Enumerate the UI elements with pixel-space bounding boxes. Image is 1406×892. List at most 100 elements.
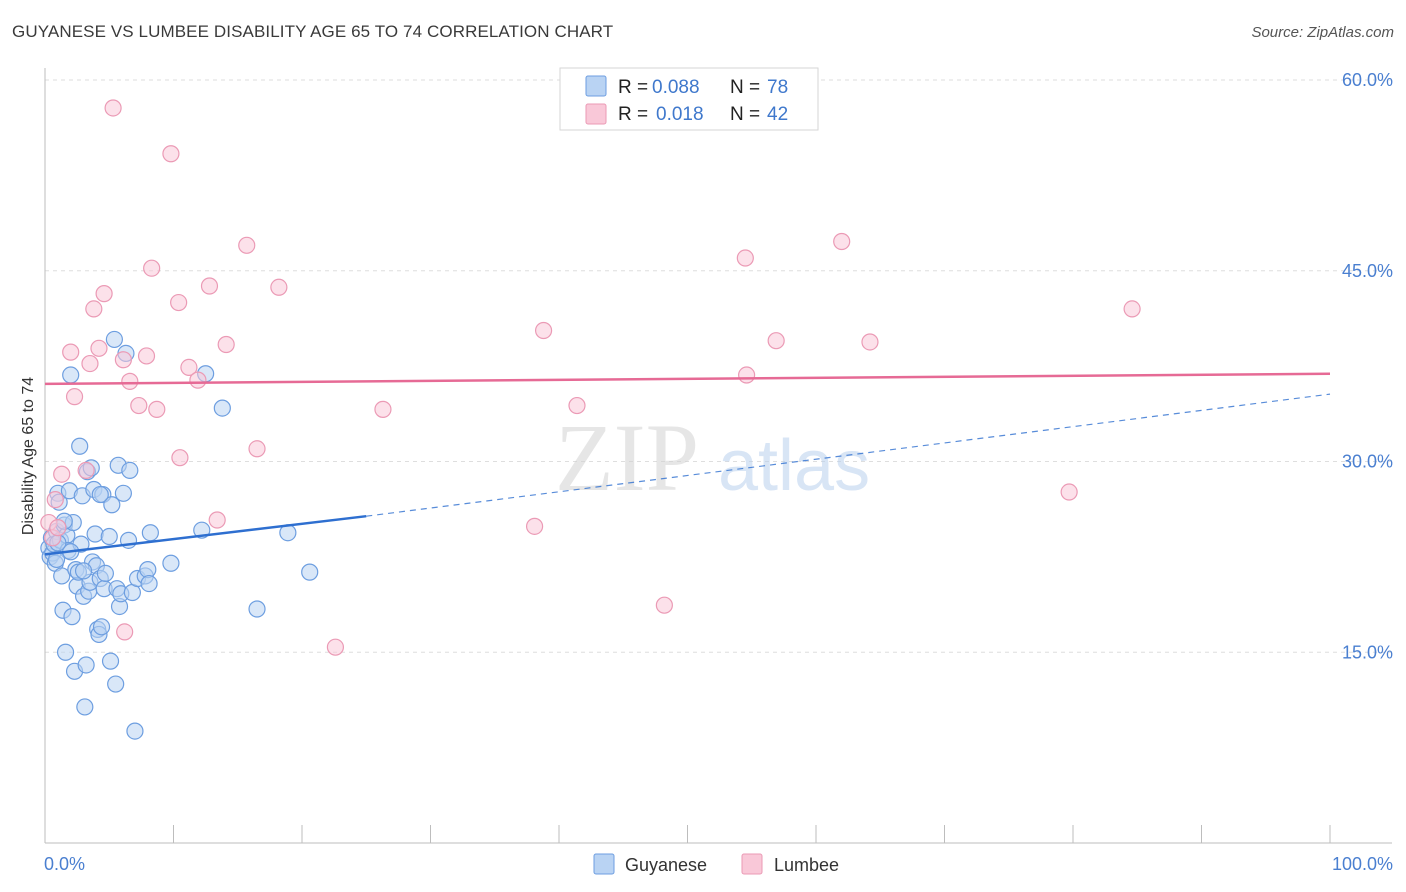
lumbee-point-36 — [655, 596, 673, 614]
lumbee-point-32 — [374, 400, 392, 418]
guyanese-point-64 — [162, 554, 180, 572]
legend-n-label-lumbee: N = — [730, 104, 760, 125]
lumbee-trend-line — [44, 372, 1331, 386]
lumbee-point-42 — [1060, 483, 1078, 501]
lumbee-point-43 — [1123, 300, 1141, 318]
guyanese-trend-line — [44, 514, 367, 556]
lumbee-point-7 — [77, 461, 95, 480]
guyanese-point-36 — [86, 525, 104, 543]
legend-swatch-lumbee — [585, 103, 607, 125]
axes — [44, 68, 1392, 844]
trend-lines — [44, 372, 1331, 556]
lumbee-point-15 — [121, 372, 139, 390]
lumbee-point-17 — [137, 347, 156, 365]
guyanese-point-18 — [63, 608, 81, 626]
lumbee-point-26 — [208, 511, 226, 529]
guyanese-trend-extension — [366, 393, 1331, 517]
lumbee-point-22 — [171, 449, 189, 467]
guyanese-point-47 — [105, 330, 123, 349]
lumbee-point-13 — [114, 351, 132, 369]
legend-swatch-guyanese — [585, 75, 607, 97]
bottom-legend-swatch-guyanese — [593, 853, 615, 875]
guyanese-point-28 — [76, 698, 94, 716]
lumbee-point-27 — [217, 335, 235, 354]
guyanese-point-58 — [126, 722, 144, 740]
lumbee-point-11 — [95, 285, 113, 303]
guyanese-point-48 — [107, 675, 125, 693]
guyanese-point-13 — [56, 643, 75, 661]
lumbee-point-39 — [767, 332, 785, 350]
lumbee-point-24 — [189, 371, 207, 389]
lumbee-point-2 — [46, 491, 64, 509]
bottom-legend-swatch-lumbee — [741, 853, 763, 875]
lumbee-point-4 — [53, 465, 71, 483]
guyanese-point-74 — [74, 562, 93, 580]
x-tick-label-left: 0.0% — [44, 854, 85, 874]
guyanese-point-46 — [103, 496, 121, 514]
guyanese-point-56 — [121, 461, 139, 480]
lumbee-point-14 — [116, 623, 134, 641]
guyanese-point-71 — [47, 550, 66, 569]
lumbee-point-29 — [248, 440, 266, 458]
lumbee-point-37 — [736, 249, 754, 267]
bottom-legend-label-guyanese: Guyanese — [625, 855, 707, 875]
lumbee-point-33 — [525, 517, 544, 535]
lumbee-point-20 — [162, 145, 180, 163]
lumbee-point-34 — [534, 321, 553, 340]
lumbee-point-31 — [326, 638, 345, 656]
legend-r-value-guyanese: 0.088 — [652, 77, 700, 98]
lumbee-point-38 — [738, 366, 756, 384]
legend-n-label-guyanese: N = — [730, 77, 760, 98]
x-tick-label-right: 100.0% — [1332, 854, 1393, 874]
guyanese-point-62 — [140, 574, 158, 593]
guyanese-point-67 — [213, 399, 231, 417]
lumbee-point-10 — [90, 339, 108, 357]
lumbee-point-6 — [65, 388, 84, 406]
legend-r-label-guyanese: R = — [618, 77, 648, 98]
guyanese-point-45 — [101, 652, 120, 670]
guyanese-points — [40, 330, 319, 740]
lumbee-point-16 — [130, 396, 148, 415]
x-tick-labels: 0.0% 100.0% — [44, 854, 1393, 874]
guyanese-point-41 — [92, 618, 111, 636]
y-tick-labels: 15.0% 30.0% 45.0% 60.0% — [1342, 70, 1393, 662]
guyanese-point-17 — [62, 366, 80, 384]
y-tick-label-2: 45.0% — [1342, 261, 1393, 281]
gridlines — [45, 79, 1392, 653]
lumbee-point-25 — [200, 277, 219, 295]
guyanese-point-76 — [100, 527, 118, 546]
lumbee-points — [40, 99, 1141, 656]
lumbee-point-18 — [143, 259, 161, 277]
lumbee-point-28 — [238, 236, 256, 254]
legend-r-value-lumbee: 0.018 — [656, 104, 704, 125]
lumbee-point-3 — [49, 519, 67, 537]
y-tick-label-0: 15.0% — [1342, 642, 1393, 662]
watermark: ZIP atlas — [555, 404, 870, 511]
legend-n-value-guyanese: 78 — [767, 77, 788, 98]
lumbee-point-9 — [85, 300, 103, 318]
lumbee-point-41 — [861, 333, 879, 351]
lumbee-point-30 — [270, 278, 288, 296]
y-axis-title: Disability Age 65 to 74 — [20, 377, 37, 535]
guyanese-point-10 — [53, 567, 71, 585]
lumbee-point-5 — [62, 343, 80, 361]
chart-title: GUYANESE VS LUMBEE DISABILITY AGE 65 TO … — [12, 22, 614, 41]
source-label: Source: ZipAtlas.com — [1251, 24, 1394, 41]
watermark-atlas: atlas — [718, 426, 870, 506]
legend-n-value-lumbee: 42 — [767, 104, 788, 125]
lumbee-point-21 — [170, 293, 188, 312]
legend: R = 0.088 N = 78 R = 0.018 N = 42 — [559, 67, 819, 131]
watermark-zip: ZIP — [555, 404, 699, 511]
lumbee-point-19 — [148, 400, 166, 418]
guyanese-point-70 — [301, 563, 319, 581]
lumbee-point-8 — [81, 354, 99, 373]
guyanese-point-44 — [96, 564, 114, 583]
lumbee-point-23 — [180, 358, 198, 376]
lumbee-point-12 — [104, 99, 122, 117]
guyanese-point-63 — [141, 524, 159, 542]
bottom-legend: Guyanese Lumbee — [593, 853, 839, 875]
lumbee-point-40 — [833, 232, 851, 251]
lumbee-point-35 — [568, 396, 586, 415]
y-tick-label-3: 60.0% — [1342, 70, 1393, 90]
